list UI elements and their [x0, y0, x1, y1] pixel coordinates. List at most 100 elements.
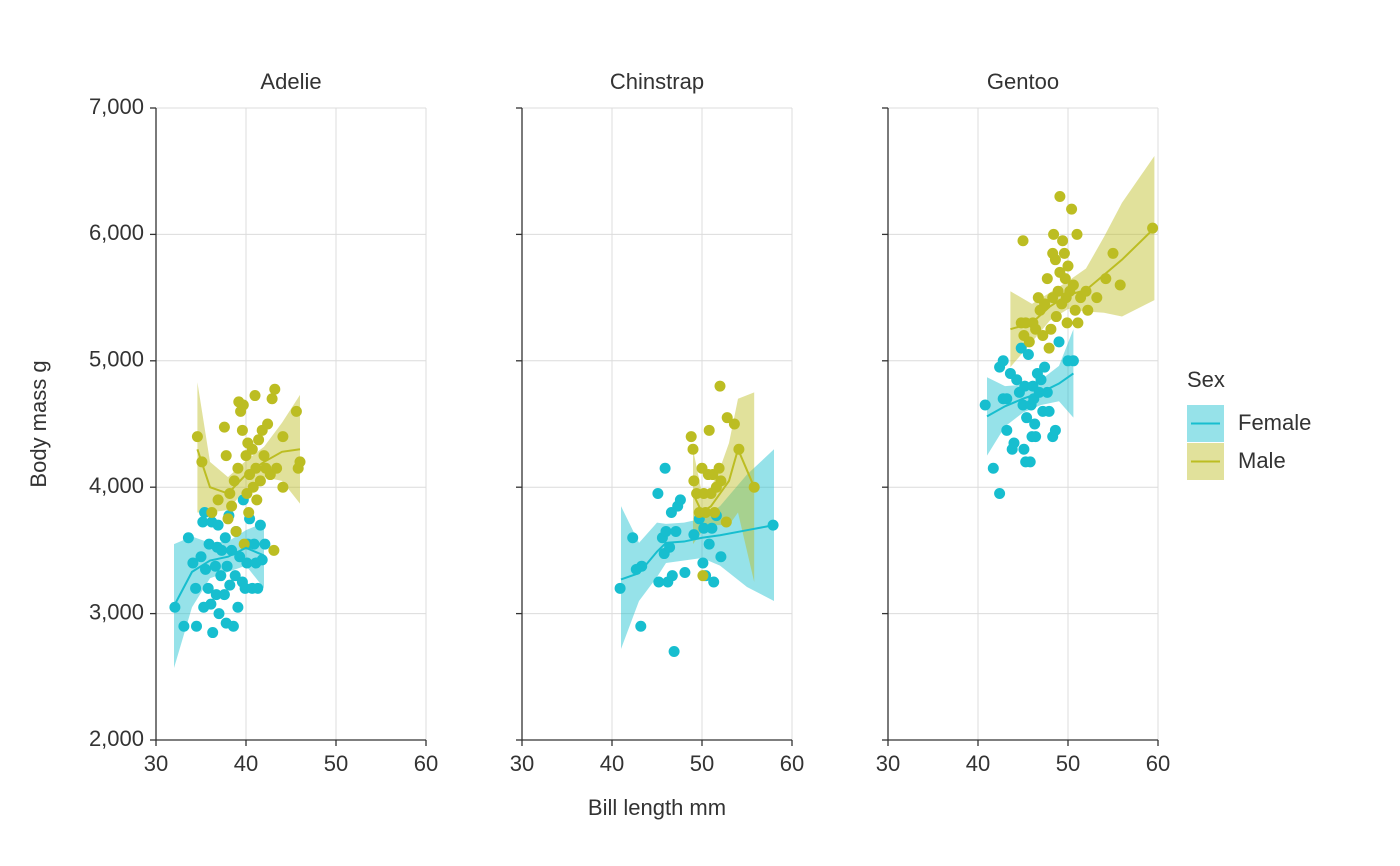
- point: [197, 516, 209, 528]
- point: [254, 475, 266, 487]
- point: [987, 462, 999, 474]
- point: [1069, 304, 1081, 316]
- point: [708, 576, 720, 588]
- point: [1024, 456, 1036, 468]
- smooth-line: [986, 372, 1074, 418]
- confidence-band: [197, 382, 300, 513]
- y-tick-label: 7,000: [89, 94, 144, 119]
- point: [1045, 323, 1057, 335]
- point: [200, 563, 211, 575]
- point: [688, 529, 700, 541]
- point: [212, 519, 224, 531]
- point: [256, 554, 268, 566]
- x-tick-label: 60: [414, 751, 438, 776]
- point: [1147, 222, 1159, 234]
- point: [195, 551, 207, 563]
- confidence-band: [987, 329, 1074, 456]
- point: [232, 601, 244, 613]
- point: [243, 506, 255, 518]
- point: [685, 431, 697, 443]
- point: [206, 506, 218, 518]
- point: [697, 570, 709, 582]
- point: [227, 620, 239, 632]
- point: [1066, 203, 1078, 215]
- point: [1107, 247, 1119, 259]
- smooth-line: [196, 448, 301, 495]
- point: [1054, 190, 1066, 202]
- x-tick-label: 30: [144, 751, 168, 776]
- point: [666, 570, 678, 582]
- point: [1017, 399, 1029, 411]
- point: [627, 532, 639, 544]
- point: [254, 519, 266, 531]
- point: [660, 525, 672, 537]
- point: [294, 456, 306, 468]
- point: [226, 500, 238, 512]
- legend-label: Male: [1238, 448, 1286, 473]
- confidence-band: [1010, 156, 1155, 368]
- point: [251, 494, 263, 506]
- point: [670, 525, 682, 537]
- point: [1030, 431, 1042, 443]
- point: [1043, 342, 1055, 354]
- confidence-band: [621, 449, 774, 649]
- point: [238, 538, 250, 550]
- point: [1062, 260, 1074, 272]
- point: [191, 620, 202, 632]
- point: [1008, 437, 1020, 449]
- point: [224, 579, 236, 591]
- point: [241, 557, 253, 569]
- point: [277, 431, 289, 443]
- point: [1022, 348, 1034, 360]
- point: [207, 627, 219, 639]
- y-tick-label: 5,000: [89, 347, 144, 372]
- point: [635, 620, 647, 632]
- point: [614, 582, 626, 594]
- point: [709, 506, 721, 518]
- point: [706, 522, 718, 534]
- point: [1037, 330, 1049, 342]
- point: [290, 405, 302, 417]
- point: [653, 576, 665, 588]
- point: [191, 431, 203, 443]
- y-tick-label: 2,000: [89, 726, 144, 751]
- point: [1058, 247, 1070, 259]
- point: [1015, 342, 1027, 354]
- point: [182, 532, 194, 544]
- point: [715, 551, 727, 563]
- point: [979, 399, 991, 411]
- point: [1082, 304, 1094, 316]
- x-tick-label: 30: [876, 751, 900, 776]
- y-tick-label: 4,000: [89, 473, 144, 498]
- point: [236, 424, 248, 436]
- y-tick-label: 3,000: [89, 599, 144, 624]
- point: [234, 551, 246, 563]
- x-tick-label: 50: [1056, 751, 1080, 776]
- point: [247, 481, 259, 493]
- point: [187, 557, 199, 569]
- point: [221, 560, 233, 572]
- point: [674, 494, 686, 506]
- point: [1030, 323, 1042, 335]
- point: [1057, 235, 1069, 247]
- point: [224, 488, 236, 500]
- point: [703, 424, 715, 436]
- point: [229, 570, 241, 582]
- smooth-line: [1010, 227, 1156, 331]
- x-tick-label: 40: [234, 751, 258, 776]
- point: [1023, 336, 1035, 348]
- x-tick-label: 50: [324, 751, 348, 776]
- point: [1071, 228, 1083, 240]
- y-axis-label: Body mass g: [26, 360, 51, 487]
- point: [1021, 412, 1033, 424]
- point: [209, 560, 221, 572]
- point: [994, 488, 1006, 500]
- point: [703, 538, 715, 550]
- point: [1049, 424, 1061, 436]
- point: [232, 462, 244, 474]
- point: [237, 399, 249, 411]
- point: [205, 598, 217, 610]
- legend-title: Sex: [1187, 367, 1225, 392]
- point: [1029, 418, 1041, 430]
